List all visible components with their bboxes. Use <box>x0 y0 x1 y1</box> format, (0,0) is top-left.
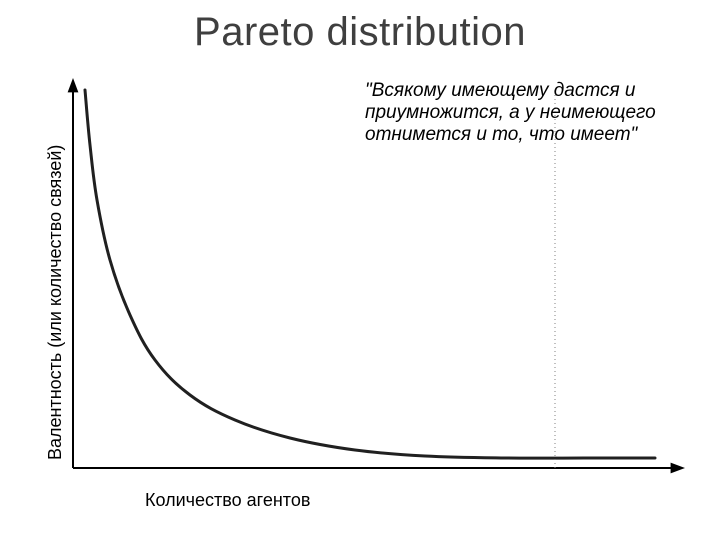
chart-curve <box>85 90 655 458</box>
pareto-chart <box>55 70 695 480</box>
x-axis-label: Количество агентов <box>145 490 310 511</box>
chart-axes <box>68 78 685 473</box>
slide-title: Pareto distribution <box>0 10 720 55</box>
